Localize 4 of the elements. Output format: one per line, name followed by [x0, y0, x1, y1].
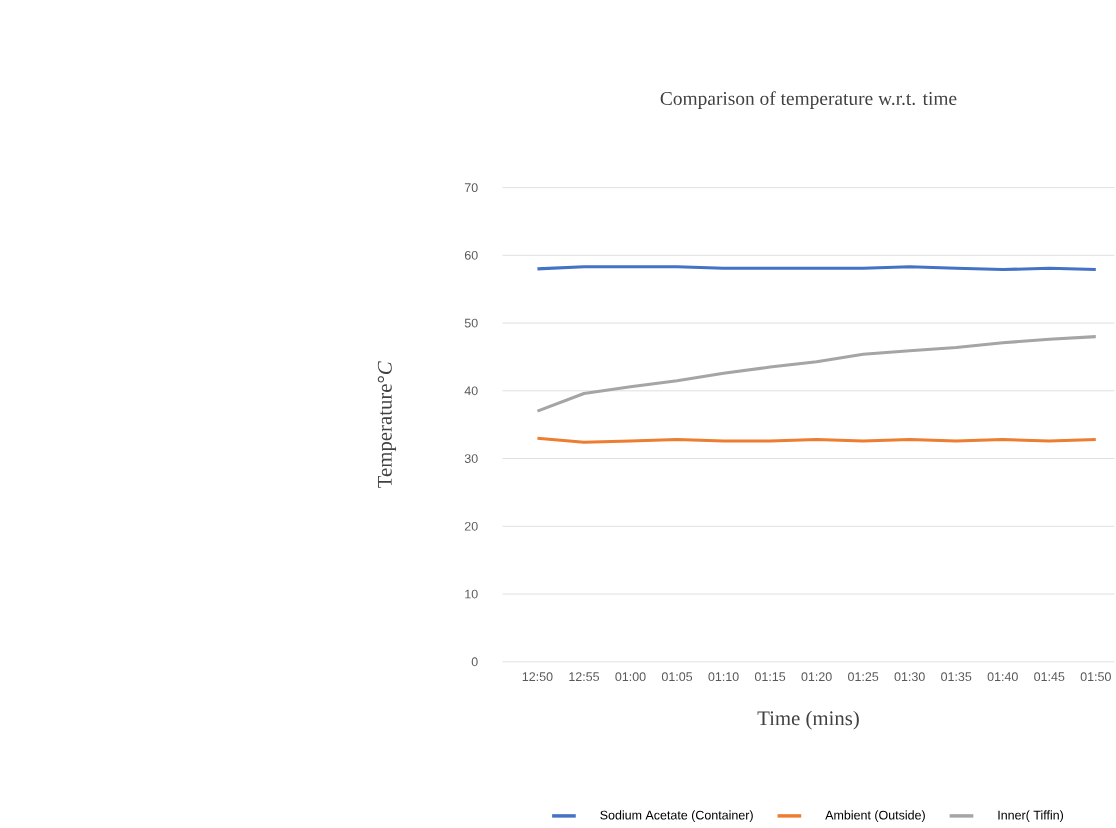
line-series	[535, 335, 1098, 414]
y-axis-title: Temperature°C	[377, 361, 397, 489]
chart-title: Comparison of temperature w.r.t. time	[660, 91, 957, 110]
x-axis-title: Time (mins)	[757, 711, 859, 731]
